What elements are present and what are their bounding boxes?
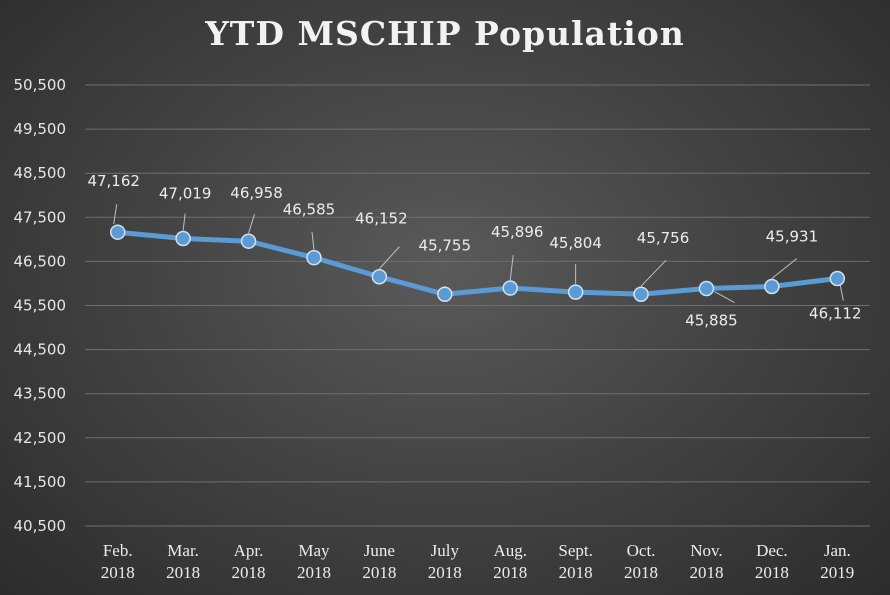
y-tick-label: 47,500 bbox=[14, 208, 67, 226]
data-point bbox=[175, 230, 191, 247]
x-tick-year: 2018 bbox=[362, 563, 396, 582]
data-point bbox=[633, 286, 649, 302]
data-label: 45,931 bbox=[766, 227, 819, 245]
data-label: 45,755 bbox=[419, 236, 472, 254]
y-tick-label: 50,500 bbox=[14, 76, 67, 94]
x-tick-year: 2018 bbox=[428, 563, 462, 582]
leader-lines bbox=[113, 204, 844, 303]
data-label: 45,885 bbox=[685, 312, 738, 330]
data-label: 45,804 bbox=[549, 234, 602, 252]
x-tick-month: June bbox=[364, 541, 395, 560]
data-point bbox=[502, 280, 518, 296]
leader-line bbox=[714, 291, 735, 303]
x-tick-label: May 2018 bbox=[297, 541, 331, 582]
data-point bbox=[371, 268, 388, 285]
x-tick-year: 2019 bbox=[820, 563, 854, 582]
x-tick-month: May bbox=[298, 541, 330, 560]
leader-line bbox=[113, 204, 118, 225]
x-tick-label: Jan. 2019 bbox=[820, 541, 854, 582]
x-tick-year: 2018 bbox=[559, 563, 593, 582]
data-label: 45,896 bbox=[491, 223, 544, 241]
y-tick-label: 43,500 bbox=[14, 385, 67, 403]
series-polyline bbox=[115, 229, 840, 297]
leader-line bbox=[248, 214, 256, 234]
x-tick-month: Sept. bbox=[558, 541, 592, 560]
x-tick-label: Oct. 2018 bbox=[624, 541, 658, 582]
x-tick-label: Apr. 2018 bbox=[232, 541, 266, 582]
x-tick-month: Aug. bbox=[493, 541, 527, 560]
data-point bbox=[567, 284, 584, 300]
y-tick-label: 40,500 bbox=[14, 517, 67, 535]
gridlines bbox=[85, 84, 870, 527]
x-tick-month: Jan. bbox=[824, 541, 851, 560]
x-tick-year: 2018 bbox=[493, 563, 527, 582]
x-tick-year: 2018 bbox=[624, 563, 658, 582]
leader-line bbox=[379, 246, 400, 270]
data-label: 47,019 bbox=[159, 185, 212, 203]
y-tick-label: 49,500 bbox=[14, 120, 67, 138]
data-point bbox=[829, 270, 846, 287]
y-tick-label: 42,500 bbox=[14, 429, 67, 447]
x-tick-month: Feb. bbox=[103, 541, 133, 560]
x-tick-label: Sept. 2018 bbox=[558, 541, 592, 582]
x-tick-year: 2018 bbox=[101, 563, 135, 582]
x-tick-year: 2018 bbox=[689, 563, 723, 582]
x-tick-month: Nov. bbox=[690, 541, 722, 560]
x-tick-year: 2018 bbox=[297, 563, 331, 582]
x-tick-month: July bbox=[431, 541, 460, 560]
x-tick-label: Nov. 2018 bbox=[689, 541, 723, 582]
data-label: 46,585 bbox=[283, 201, 336, 219]
series-line bbox=[115, 229, 840, 297]
leader-line bbox=[640, 259, 667, 287]
y-tick-label: 46,500 bbox=[14, 252, 67, 270]
leader-line bbox=[771, 258, 798, 279]
data-point bbox=[764, 278, 780, 295]
y-tick-label: 48,500 bbox=[14, 164, 67, 182]
x-tick-month: Apr. bbox=[234, 541, 264, 560]
x-tick-label: Dec. 2018 bbox=[755, 541, 789, 582]
data-label: 47,162 bbox=[87, 172, 140, 190]
x-tick-label: Aug. 2018 bbox=[493, 541, 527, 582]
data-label: 46,112 bbox=[809, 305, 862, 323]
leader-line bbox=[509, 254, 514, 281]
data-point bbox=[240, 233, 257, 249]
data-point bbox=[698, 280, 715, 297]
x-tick-label: Feb. 2018 bbox=[101, 541, 135, 582]
data-points bbox=[109, 224, 846, 303]
x-tick-month: Dec. bbox=[756, 541, 788, 560]
x-tick-month: Oct. bbox=[627, 541, 656, 560]
data-label: 46,958 bbox=[230, 184, 283, 202]
data-point bbox=[306, 249, 322, 266]
x-tick-label: June 2018 bbox=[362, 541, 396, 582]
data-label: 45,756 bbox=[637, 229, 690, 247]
x-tick-year: 2018 bbox=[166, 563, 200, 582]
x-tick-year: 2018 bbox=[755, 563, 789, 582]
x-tick-month: Mar. bbox=[167, 541, 199, 560]
y-tick-label: 41,500 bbox=[14, 473, 67, 491]
data-label: 46,152 bbox=[355, 210, 408, 228]
data-point bbox=[109, 224, 126, 240]
data-point bbox=[437, 286, 453, 303]
x-tick-label: Mar. 2018 bbox=[166, 541, 200, 582]
leader-line bbox=[839, 285, 844, 301]
y-tick-label: 44,500 bbox=[14, 341, 67, 359]
leader-line bbox=[311, 231, 315, 250]
y-tick-label: 45,500 bbox=[14, 297, 67, 315]
y-axis: 40,500 41,500 42,500 43,500 44,500 45,500 46,5… bbox=[14, 76, 67, 535]
x-tick-label: July 2018 bbox=[428, 541, 462, 582]
chart-title: YTD MSCHIP Population bbox=[205, 14, 685, 53]
leader-line bbox=[182, 213, 186, 231]
x-tick-year: 2018 bbox=[232, 563, 266, 582]
